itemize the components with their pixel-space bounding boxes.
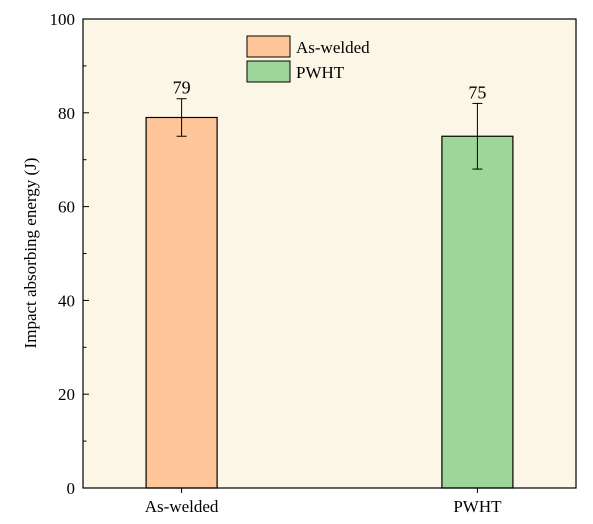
bar-pwht [441, 135, 514, 489]
x-tick-label: As-welded [145, 497, 219, 516]
y-axis: 0 20 40 60 80 100 [50, 10, 89, 498]
bar-as-welded [145, 116, 218, 489]
data-labels-layer: 79 75 [173, 78, 487, 103]
y-tick-label: 80 [58, 104, 75, 123]
x-axis: As-welded PWHT [145, 488, 502, 516]
y-tick-label: 0 [67, 479, 76, 498]
legend-label-1: PWHT [296, 63, 345, 82]
y-tick-label: 100 [50, 10, 76, 29]
y-tick-label: 40 [58, 291, 75, 310]
y-tick-label: 20 [58, 385, 75, 404]
y-axis-title: Impact absorbing energy (J) [21, 158, 40, 349]
legend: As-welded PWHT [246, 35, 370, 83]
data-label-0: 79 [173, 78, 191, 98]
legend-label-0: As-welded [296, 38, 370, 57]
legend-swatch-0 [246, 35, 291, 58]
x-tick-label: PWHT [453, 497, 502, 516]
data-label-1: 75 [468, 82, 486, 102]
y-tick-label: 60 [58, 198, 75, 217]
error-bars-layer [176, 98, 483, 170]
legend-swatch-1 [246, 60, 291, 83]
